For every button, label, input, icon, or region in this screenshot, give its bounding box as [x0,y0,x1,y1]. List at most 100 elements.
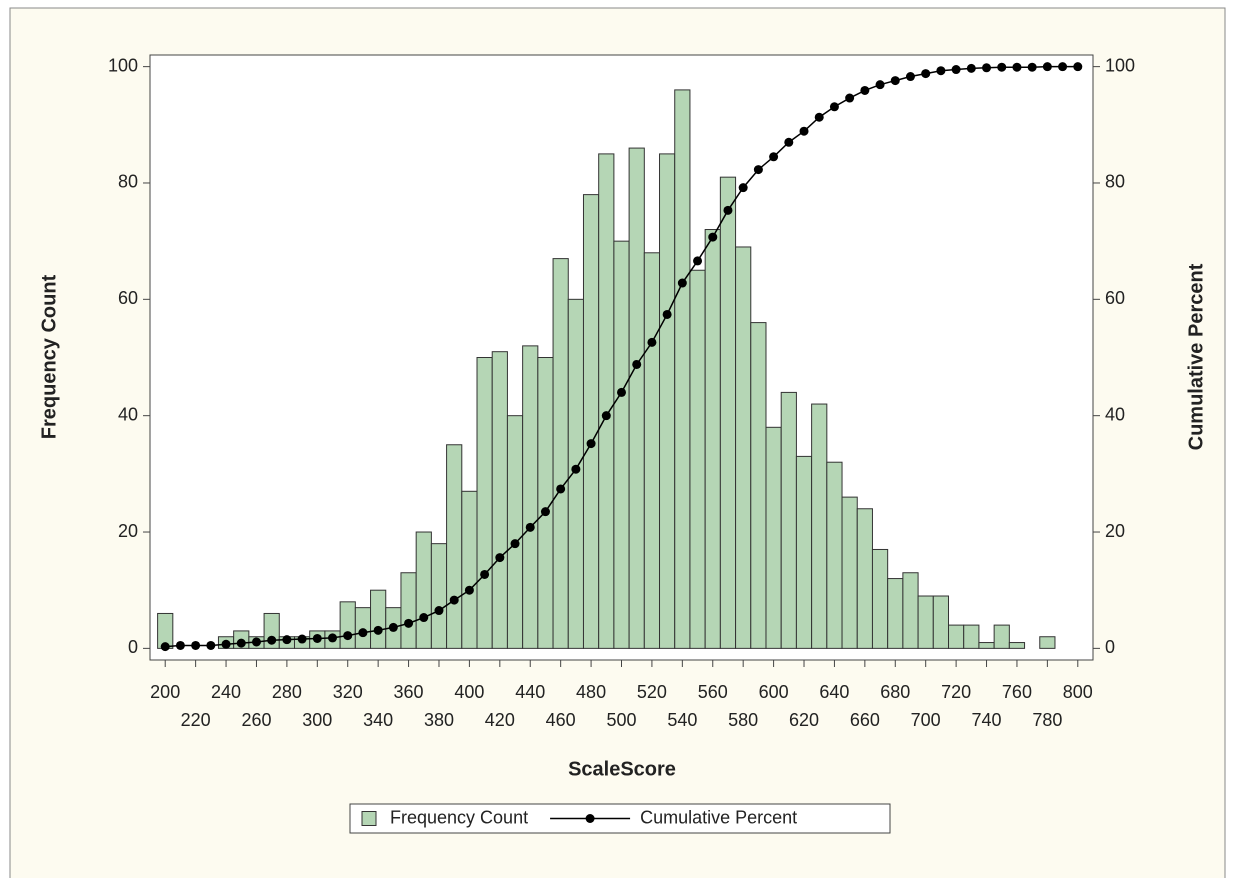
line-marker [556,484,566,494]
bar [780,391,797,649]
line-marker [693,256,703,266]
line-marker [845,93,855,103]
x-tick-label: 320 [333,682,363,702]
bar [491,351,508,649]
line-marker [510,539,520,549]
bar [871,548,889,649]
x-tick-label: 500 [606,710,636,730]
bar [430,543,448,649]
bar [522,345,539,649]
line-marker [236,638,246,648]
line-marker [419,613,429,623]
bar [370,589,387,649]
x-tick-label: 460 [546,710,576,730]
bar [461,490,478,649]
x-tick-label: 480 [576,682,606,702]
x-tick-label: 240 [211,682,241,702]
line-marker [814,112,824,122]
line-marker [480,569,490,579]
x-tick-label: 560 [698,682,728,702]
bar [795,455,813,649]
y-tick-label: 60 [118,288,138,308]
x-tick-label: 800 [1063,682,1093,702]
line-marker [297,634,307,644]
line-marker [647,337,657,347]
bar [765,426,782,649]
bar [506,415,524,649]
x-tick-label: 420 [485,710,515,730]
line-marker [617,387,626,397]
line-marker [1042,62,1052,72]
y2-tick-label: 0 [1105,637,1115,657]
line-marker [221,639,231,649]
line-marker [1073,62,1083,72]
y2-tick-label: 60 [1105,288,1125,308]
x-tick-label: 540 [667,710,697,730]
legend-label: Frequency Count [390,807,528,827]
line-marker [160,642,170,652]
line-marker [358,628,368,638]
line-marker [449,595,459,605]
x-tick-label: 280 [272,682,302,702]
x-tick-label: 400 [454,682,484,702]
bar [978,642,995,649]
y2-tick-label: 100 [1105,55,1135,75]
line-marker [632,359,642,369]
bar [902,572,919,649]
line-marker [982,63,992,73]
line-marker [251,637,261,647]
y-tick-label: 100 [108,55,138,75]
bar [887,578,904,649]
line-marker [540,507,550,517]
x-tick-label: 700 [911,710,941,730]
x-tick-label: 600 [759,682,789,702]
line-marker [753,165,763,175]
y2-tick-label: 80 [1105,172,1125,192]
x-tick-label: 780 [1032,710,1062,730]
bar [948,624,965,649]
bar [689,269,706,649]
line-marker [829,102,839,112]
line-marker [662,309,672,319]
line-marker [905,72,915,82]
bar [598,153,615,649]
line-marker [343,631,353,641]
line-marker [890,76,900,86]
y-tick-label: 20 [118,521,138,541]
legend-marker [585,814,595,823]
line-marker [875,80,885,90]
line-marker [282,635,292,645]
y-tick-label: 40 [118,404,138,424]
x-tick-label: 760 [1002,682,1032,702]
line-marker [175,640,185,650]
line-marker [206,640,216,650]
x-tick-label: 660 [850,710,880,730]
bar [917,595,934,649]
bar [1008,642,1026,649]
bar [719,176,737,649]
line-marker [1058,62,1068,72]
line-marker [799,126,809,136]
y-axis-title: Frequency Count [38,274,60,439]
bar [400,572,417,649]
y2-tick-label: 20 [1105,521,1125,541]
line-marker [951,65,961,75]
bar [613,240,630,649]
bar [826,461,843,649]
line-marker [312,633,322,643]
bar [750,322,767,649]
line-marker [1027,62,1037,72]
line-marker [434,606,444,616]
bar [811,403,828,649]
y2-tick-label: 40 [1105,404,1125,424]
line-marker [677,278,687,288]
legend-swatch [361,811,377,826]
bar [476,357,493,649]
line-marker [723,205,733,215]
line-marker [525,522,535,532]
bar [552,258,569,649]
line-marker [464,585,474,595]
x-tick-label: 740 [972,710,1002,730]
bar [932,595,950,649]
